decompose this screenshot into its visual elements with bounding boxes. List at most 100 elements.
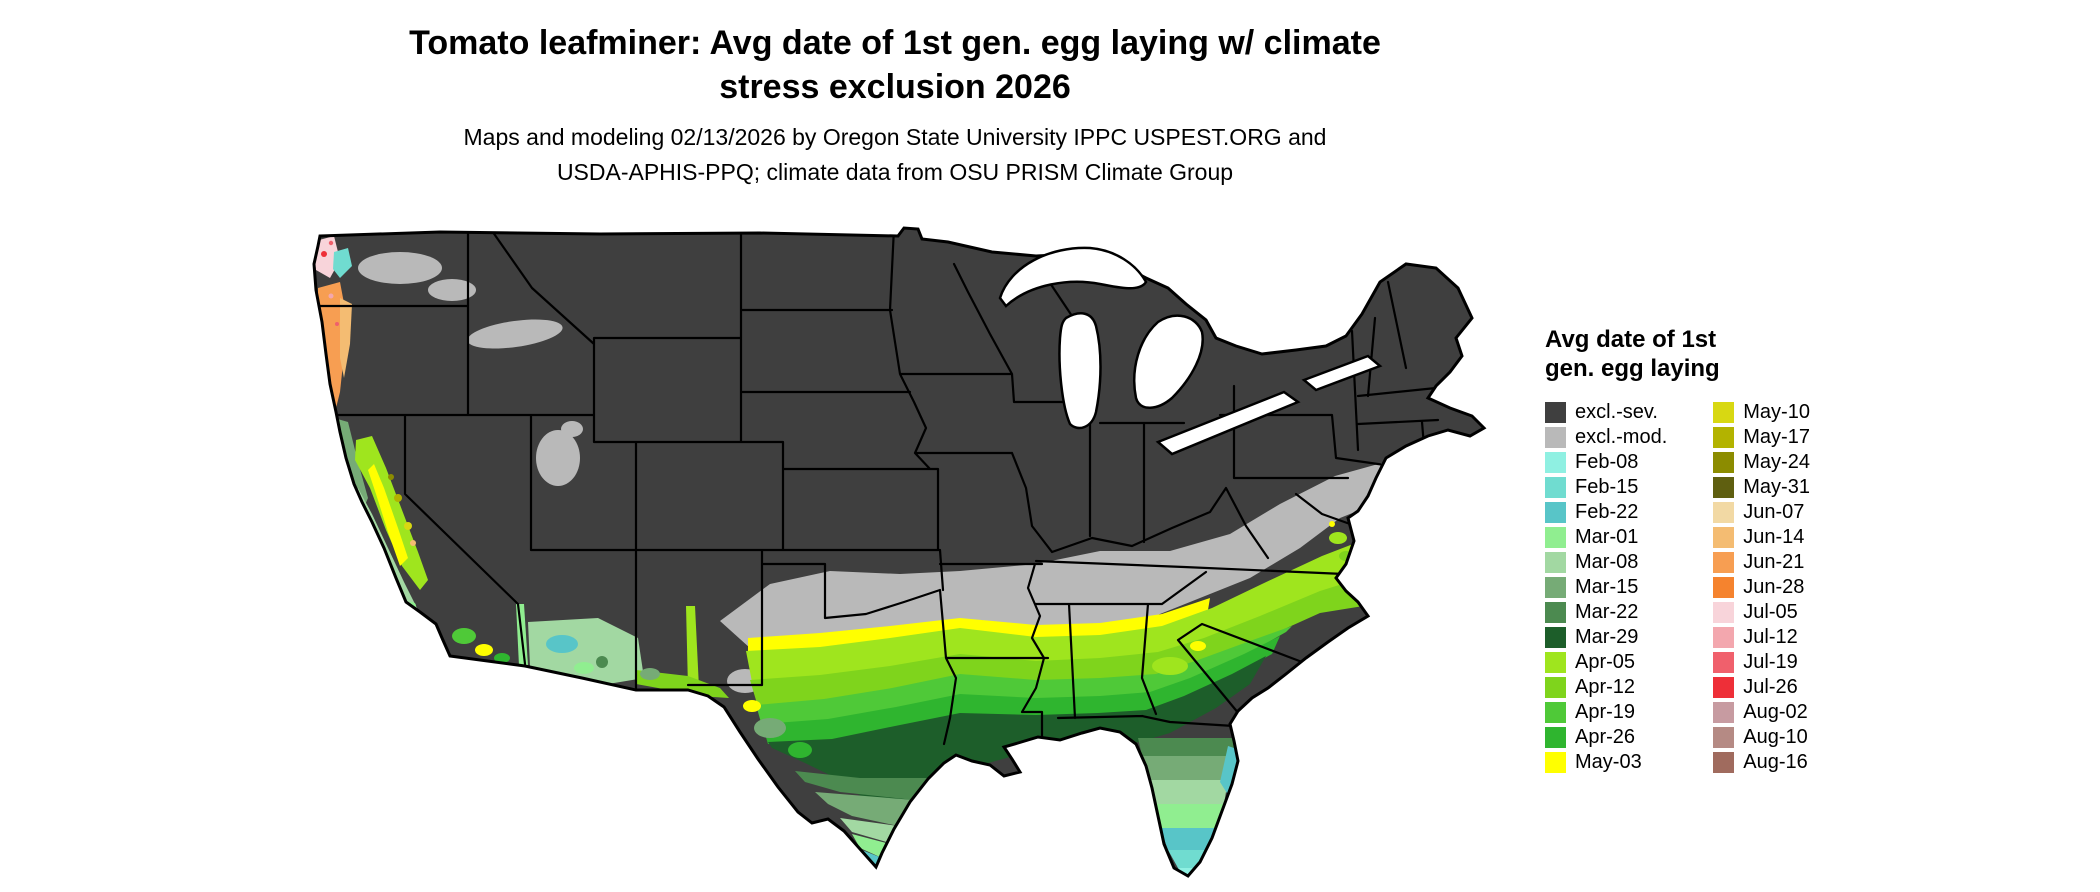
legend-label: May-03: [1575, 750, 1642, 773]
legend-swatch: [1545, 726, 1566, 748]
legend-label: May-31: [1743, 475, 1810, 498]
map-region-jun14-willamette: [340, 298, 352, 378]
legend-label: Jun-07: [1743, 500, 1805, 523]
map-region-may10-spot: [404, 522, 412, 530]
legend-label: Jun-28: [1743, 575, 1805, 598]
map-region-may24-spot: [388, 474, 394, 480]
legend-row: Aug-16: [1713, 750, 1810, 775]
legend-swatch: [1713, 401, 1735, 423]
legend-label: Mar-22: [1575, 600, 1639, 623]
legend-swatch: [1545, 651, 1566, 673]
map-region-may03-midatlantic: [1329, 521, 1335, 527]
map-region-mar08-texas: [840, 818, 898, 843]
legend-label: Apr-12: [1575, 675, 1636, 698]
legend-label: Mar-29: [1575, 625, 1639, 648]
legend-swatch: [1713, 751, 1735, 773]
map-region-feb22-phoenix: [546, 635, 578, 653]
map-region-apr12-new-mexico-south: [636, 670, 729, 698]
legend-column-1: excl.-sev. excl.-mod. Feb-08 Feb-15 Feb-22 Ma…: [1545, 400, 1667, 775]
legend-row: Jun-21: [1713, 550, 1810, 575]
map-region-jul26-spot: [321, 251, 327, 257]
lake-ontario: [1301, 354, 1383, 392]
legend-row: Mar-01: [1545, 525, 1667, 550]
map-region-mar22-florida: [1138, 738, 1236, 756]
legend-label: Feb-15: [1575, 475, 1639, 498]
map-region-apr05-midatlantic: [1329, 532, 1347, 544]
legend-label: Aug-16: [1743, 750, 1808, 773]
legend-swatch: [1713, 576, 1735, 598]
legend-swatch: [1713, 501, 1735, 523]
page-title: Tomato leafminer: Avg date of 1st gen. e…: [0, 22, 1790, 109]
map-region-apr12-band: [750, 566, 1400, 707]
legend-swatch: [1545, 526, 1566, 548]
legend-swatch: [1545, 426, 1566, 448]
legend-swatch: [1713, 551, 1735, 573]
map-region-apr26-socal: [494, 653, 510, 663]
legend-row: Jun-07: [1713, 500, 1810, 525]
legend-title-line-2: gen. egg laying: [1545, 354, 1720, 382]
map-region-mar15-west-texas: [754, 718, 786, 738]
subtitle-line-1: Maps and modeling 02/13/2026 by Oregon S…: [463, 124, 1327, 150]
legend-swatch: [1545, 401, 1566, 423]
map-region-feb22-spot: [423, 629, 433, 639]
map-region-mar08-florida: [1146, 780, 1228, 804]
us-map: [300, 226, 1520, 882]
legend-row: May-10: [1713, 400, 1810, 425]
legend-row: Feb-22: [1545, 500, 1667, 525]
legend-row: Apr-26: [1545, 725, 1667, 750]
map-region-mar01-texas: [852, 834, 890, 858]
legend-label: Aug-02: [1743, 700, 1808, 723]
legend-label: Jul-19: [1743, 650, 1798, 673]
map-region-apr26-west-texas: [788, 742, 812, 758]
legend-row: Mar-15: [1545, 575, 1667, 600]
lake-superior: [998, 246, 1148, 308]
legend-row: Jun-14: [1713, 525, 1810, 550]
map-region-mar15-florida: [1142, 756, 1232, 780]
map-region-excl-moderate-patch: [467, 319, 563, 349]
lake-huron: [1133, 314, 1204, 409]
us-map-svg: [312, 226, 1486, 878]
state-borders: [314, 228, 1440, 746]
map-region-mar08-arizona: [528, 618, 644, 684]
legend-swatch: [1545, 626, 1566, 648]
legend-row: Mar-08: [1545, 550, 1667, 575]
lake-erie: [1155, 390, 1301, 456]
legend-swatch: [1545, 501, 1566, 523]
legend-row: Aug-02: [1713, 700, 1810, 725]
legend-swatch: [1713, 626, 1735, 648]
legend-row: Jul-19: [1713, 650, 1810, 675]
legend-label: excl.-sev.: [1575, 400, 1658, 423]
map-region-apr19-band: [756, 626, 1292, 726]
legend-swatch: [1545, 476, 1566, 498]
map-region-may17-spot: [394, 494, 402, 502]
legend-label: Feb-22: [1575, 500, 1639, 523]
legend-title-line-1: Avg date of 1st: [1545, 326, 1717, 353]
legend-swatch: [1713, 451, 1735, 473]
map-region-excl-moderate-patch: [358, 252, 442, 284]
map-region-apr05-rio-grande: [686, 606, 699, 688]
map-region-may03-valley-edge: [368, 464, 408, 566]
map-region-jul19-spot: [335, 322, 339, 326]
legend-swatch: [1545, 601, 1566, 623]
legend-swatch: [1713, 651, 1735, 673]
map-region-excl-moderate-band: [720, 458, 1400, 648]
legend-label: Apr-05: [1575, 650, 1636, 673]
legend-row: Jul-26: [1713, 675, 1810, 700]
legend-row: Jul-12: [1713, 625, 1810, 650]
legend-label: Apr-26: [1575, 725, 1636, 748]
map-region-jul19-spot: [328, 240, 334, 246]
legend-label: Feb-08: [1575, 450, 1639, 473]
map-region-may03-georgia: [1190, 641, 1206, 651]
legend-label: Jul-26: [1743, 675, 1798, 698]
map-region-jul12-spot: [328, 293, 334, 299]
legend-row: Jun-28: [1713, 575, 1810, 600]
legend-swatch: [1713, 426, 1735, 448]
map-region-apr26-band: [762, 636, 1280, 744]
legend-swatch: [1545, 576, 1566, 598]
map-legend: Avg date of 1st gen. egg laying excl.-se…: [1545, 326, 2065, 775]
legend-row: excl.-mod.: [1545, 425, 1667, 450]
legend-label: Mar-08: [1575, 550, 1639, 573]
legend-swatch: [1713, 476, 1735, 498]
map-region-may03-band: [748, 598, 1210, 653]
legend-row: Apr-12: [1545, 675, 1667, 700]
